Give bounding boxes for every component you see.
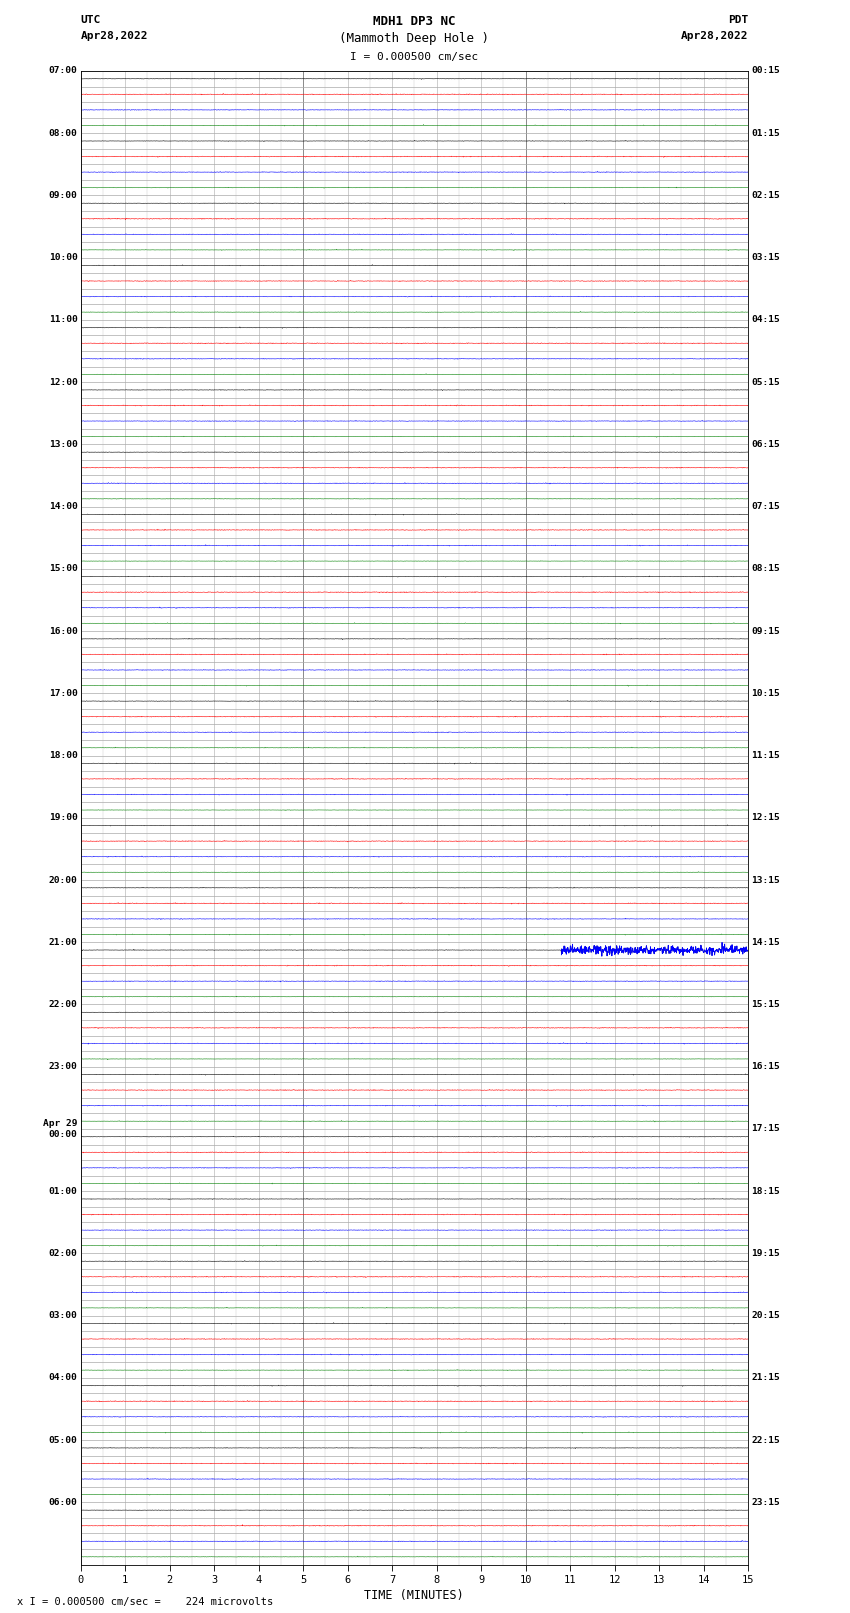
Text: 09:15: 09:15 [751, 626, 780, 636]
Text: 20:00: 20:00 [48, 876, 77, 884]
Text: Apr28,2022: Apr28,2022 [681, 31, 748, 40]
Text: MDH1 DP3 NC: MDH1 DP3 NC [373, 15, 456, 29]
Text: 07:00: 07:00 [48, 66, 77, 76]
Text: 17:00: 17:00 [48, 689, 77, 698]
Text: 05:00: 05:00 [48, 1436, 77, 1445]
Text: 08:15: 08:15 [751, 565, 780, 573]
Text: 03:00: 03:00 [48, 1311, 77, 1319]
Text: 21:15: 21:15 [751, 1373, 780, 1382]
Text: 20:15: 20:15 [751, 1311, 780, 1319]
Text: 07:15: 07:15 [751, 502, 780, 511]
Text: 02:00: 02:00 [48, 1248, 77, 1258]
Text: 11:15: 11:15 [751, 752, 780, 760]
Text: 10:15: 10:15 [751, 689, 780, 698]
Text: 15:00: 15:00 [48, 565, 77, 573]
Text: UTC: UTC [81, 15, 101, 24]
Text: 22:15: 22:15 [751, 1436, 780, 1445]
Text: 18:15: 18:15 [751, 1187, 780, 1195]
Text: 21:00: 21:00 [48, 937, 77, 947]
Text: 14:00: 14:00 [48, 502, 77, 511]
Text: 08:00: 08:00 [48, 129, 77, 137]
Text: 05:15: 05:15 [751, 377, 780, 387]
Text: 11:00: 11:00 [48, 316, 77, 324]
Text: 01:00: 01:00 [48, 1187, 77, 1195]
Text: 23:00: 23:00 [48, 1063, 77, 1071]
Text: 16:15: 16:15 [751, 1063, 780, 1071]
Text: 18:00: 18:00 [48, 752, 77, 760]
Text: 12:15: 12:15 [751, 813, 780, 823]
Text: 12:00: 12:00 [48, 377, 77, 387]
Text: 13:00: 13:00 [48, 440, 77, 448]
Text: 22:00: 22:00 [48, 1000, 77, 1010]
Text: 06:15: 06:15 [751, 440, 780, 448]
Text: I = 0.000500 cm/sec: I = 0.000500 cm/sec [350, 52, 479, 63]
Text: 17:15: 17:15 [751, 1124, 780, 1134]
Text: 10:00: 10:00 [48, 253, 77, 263]
Text: PDT: PDT [728, 15, 748, 24]
Text: 16:00: 16:00 [48, 626, 77, 636]
X-axis label: TIME (MINUTES): TIME (MINUTES) [365, 1589, 464, 1602]
Text: Apr28,2022: Apr28,2022 [81, 31, 148, 40]
Text: 03:15: 03:15 [751, 253, 780, 263]
Text: x I = 0.000500 cm/sec =    224 microvolts: x I = 0.000500 cm/sec = 224 microvolts [17, 1597, 273, 1607]
Text: 19:00: 19:00 [48, 813, 77, 823]
Text: 04:00: 04:00 [48, 1373, 77, 1382]
Text: 00:15: 00:15 [751, 66, 780, 76]
Text: 02:15: 02:15 [751, 190, 780, 200]
Text: 19:15: 19:15 [751, 1248, 780, 1258]
Text: 01:15: 01:15 [751, 129, 780, 137]
Text: 14:15: 14:15 [751, 937, 780, 947]
Text: 09:00: 09:00 [48, 190, 77, 200]
Text: 06:00: 06:00 [48, 1498, 77, 1507]
Text: 13:15: 13:15 [751, 876, 780, 884]
Text: (Mammoth Deep Hole ): (Mammoth Deep Hole ) [339, 32, 490, 45]
Text: 15:15: 15:15 [751, 1000, 780, 1010]
Text: Apr 29
00:00: Apr 29 00:00 [42, 1119, 77, 1139]
Text: 04:15: 04:15 [751, 316, 780, 324]
Text: 23:15: 23:15 [751, 1498, 780, 1507]
